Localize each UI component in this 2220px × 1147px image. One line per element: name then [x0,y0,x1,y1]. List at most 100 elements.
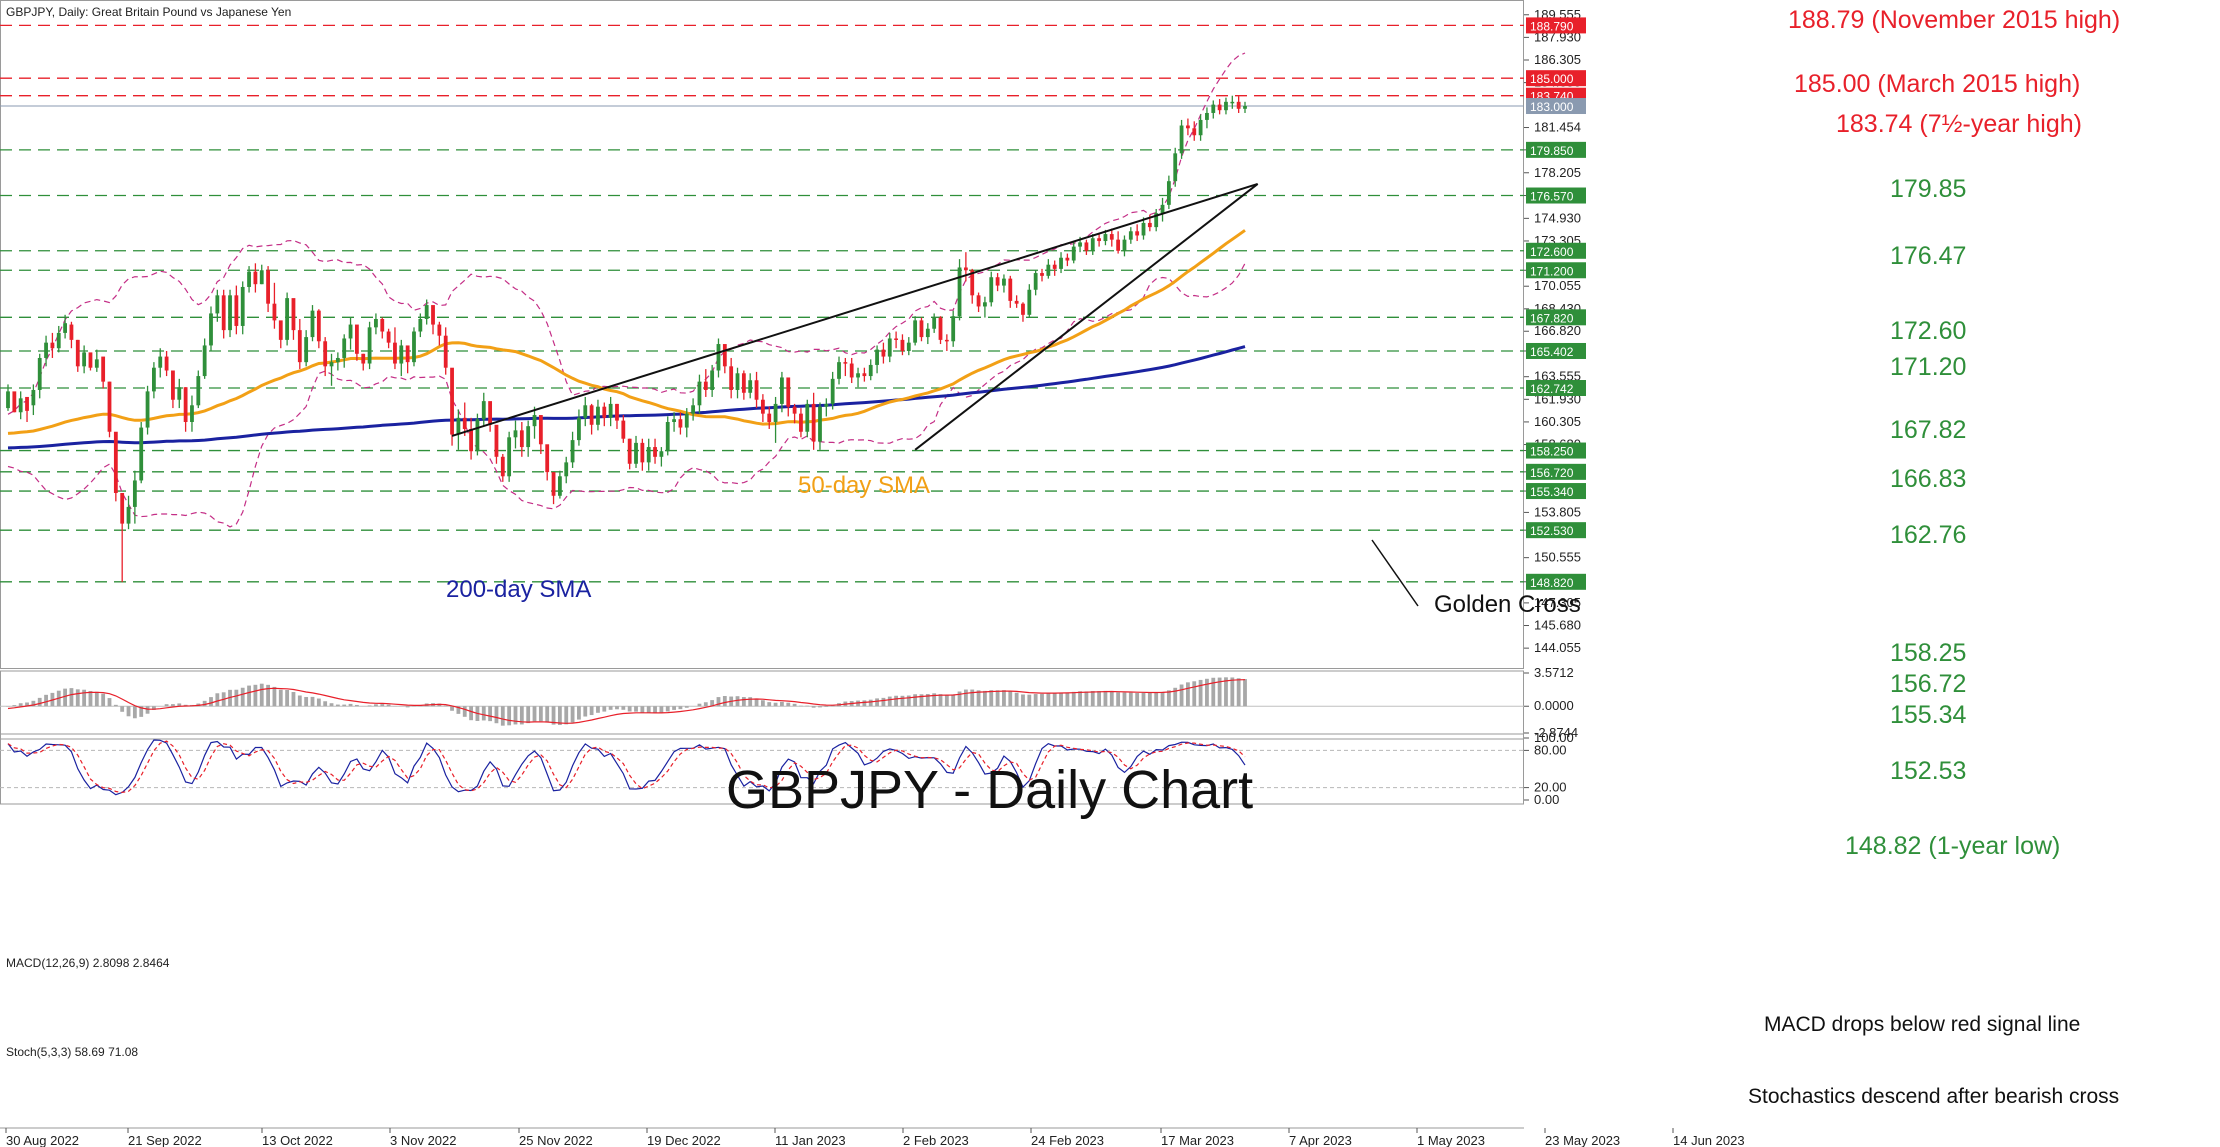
candle-body [995,277,1000,286]
macd-histogram-bar [900,695,905,707]
wedge-upper-trendline [451,183,1258,437]
candle-body [285,298,290,340]
x-tick-label: 24 Feb 2023 [1031,1133,1104,1147]
macd-histogram-bar [697,703,702,707]
candle-body [177,387,182,400]
macd-histogram-bar [139,706,144,717]
macd-histogram-bar [443,705,448,707]
macd-histogram-bar [335,704,340,707]
candle-body [938,317,943,340]
macd-histogram-bar [304,697,309,707]
candle-body [906,342,911,352]
candle-body [856,373,860,378]
macd-histogram-bar [1236,678,1241,707]
sma50-label: 50-day SMA [798,472,930,499]
price-badge [1526,98,1586,115]
candle-body [716,344,721,371]
chart-title: GBPJPY - Daily Chart [726,760,1253,820]
macd-histogram-bar [754,698,759,707]
macd-histogram-bar [1160,691,1165,707]
x-tick-label: 7 Apr 2023 [1289,1133,1352,1147]
candle-body [323,341,328,367]
macd-histogram-bar [494,706,499,724]
macd-histogram-bar [741,697,746,707]
candle-body [1179,125,1184,154]
macd-histogram-bar [589,706,594,716]
stoch-tick-label: 20.00 [1534,780,1567,795]
stoch-tick-label: 80.00 [1534,742,1567,757]
wedge-lower-trendline [914,183,1259,451]
macd-histogram-bar [1211,677,1216,707]
level-label: 148.82 (1-year low) [1845,832,2060,860]
candle-body [577,417,581,441]
price-badge-label: 183.000 [1530,100,1574,114]
macd-histogram-bar [748,697,753,707]
candle-body [710,370,715,390]
macd-histogram-bar [1147,692,1152,707]
macd-histogram-bar [1002,690,1006,707]
macd-note: MACD drops below red signal line [1764,1013,2080,1036]
level-label: 188.79 (November 2015 high) [1788,6,2120,34]
macd-histogram-bar [557,706,562,726]
stoch-note: Stochastics descend after bearish cross [1748,1085,2119,1108]
candle-body [82,352,87,367]
candle-body [500,456,505,477]
macd-histogram-bar [132,706,137,719]
candle-body [862,373,867,377]
candle-body [183,387,188,423]
price-tick-label: 160.305 [1534,414,1581,429]
candle-body [596,406,600,425]
macd-histogram-bar [640,706,645,713]
candle-body [919,320,924,338]
price-badge-label: 156.720 [1530,466,1574,480]
candle-body [1154,213,1159,228]
macd-histogram-bar [469,706,473,721]
macd-histogram-bar [760,700,765,707]
candle-body [703,381,708,390]
macd-histogram-bar [811,706,816,708]
macd-histogram-bar [919,694,924,707]
macd-histogram-bar [1205,678,1209,707]
candle-body [1078,242,1082,247]
macd-histogram-bar [615,706,619,710]
macd-histogram-bar [234,689,239,707]
candle-body [811,403,816,442]
macd-histogram-bar [63,688,67,707]
candle-body [367,327,372,364]
candle-body [25,396,29,411]
candle-body [1186,125,1190,129]
macd-histogram-bar [481,706,486,721]
macd-histogram-bar [583,706,588,717]
level-label: 166.83 [1890,465,1966,493]
level-label: 152.53 [1890,757,1966,785]
price-badge-label: 176.570 [1530,190,1574,204]
candle-body [1217,104,1222,111]
candle-body [139,427,144,481]
candle-body [729,366,734,390]
candle-body [6,391,10,409]
macd-histogram-bar [1109,691,1114,707]
macd-histogram-bar [957,691,962,707]
candle-body [1173,153,1178,182]
macd-panel-frame [0,670,1524,740]
candle-body [1002,278,1006,286]
macd-histogram-bar [564,706,569,725]
macd-histogram-bar [488,706,493,722]
candle-body [399,345,404,364]
bollinger-upper [7,52,1246,415]
price-tick-label: 147.305 [1534,595,1581,610]
candle-body [469,428,473,452]
macd-histogram-bar [551,706,556,725]
macd-tick-label: 0.0000 [1534,698,1574,713]
macd-histogram-bar [240,687,245,707]
candle-body [272,303,277,321]
level-label: 183.74 (7½-year high) [1836,110,2082,138]
macd-histogram-bar [1052,693,1057,707]
candle-body [564,462,569,477]
price-badge-label: 148.820 [1530,576,1574,590]
candle-body [843,362,848,364]
candle-body [532,415,537,427]
candle-body [335,357,340,363]
macd-histogram-bar [672,706,676,710]
macd-histogram-bar [1033,694,1038,707]
